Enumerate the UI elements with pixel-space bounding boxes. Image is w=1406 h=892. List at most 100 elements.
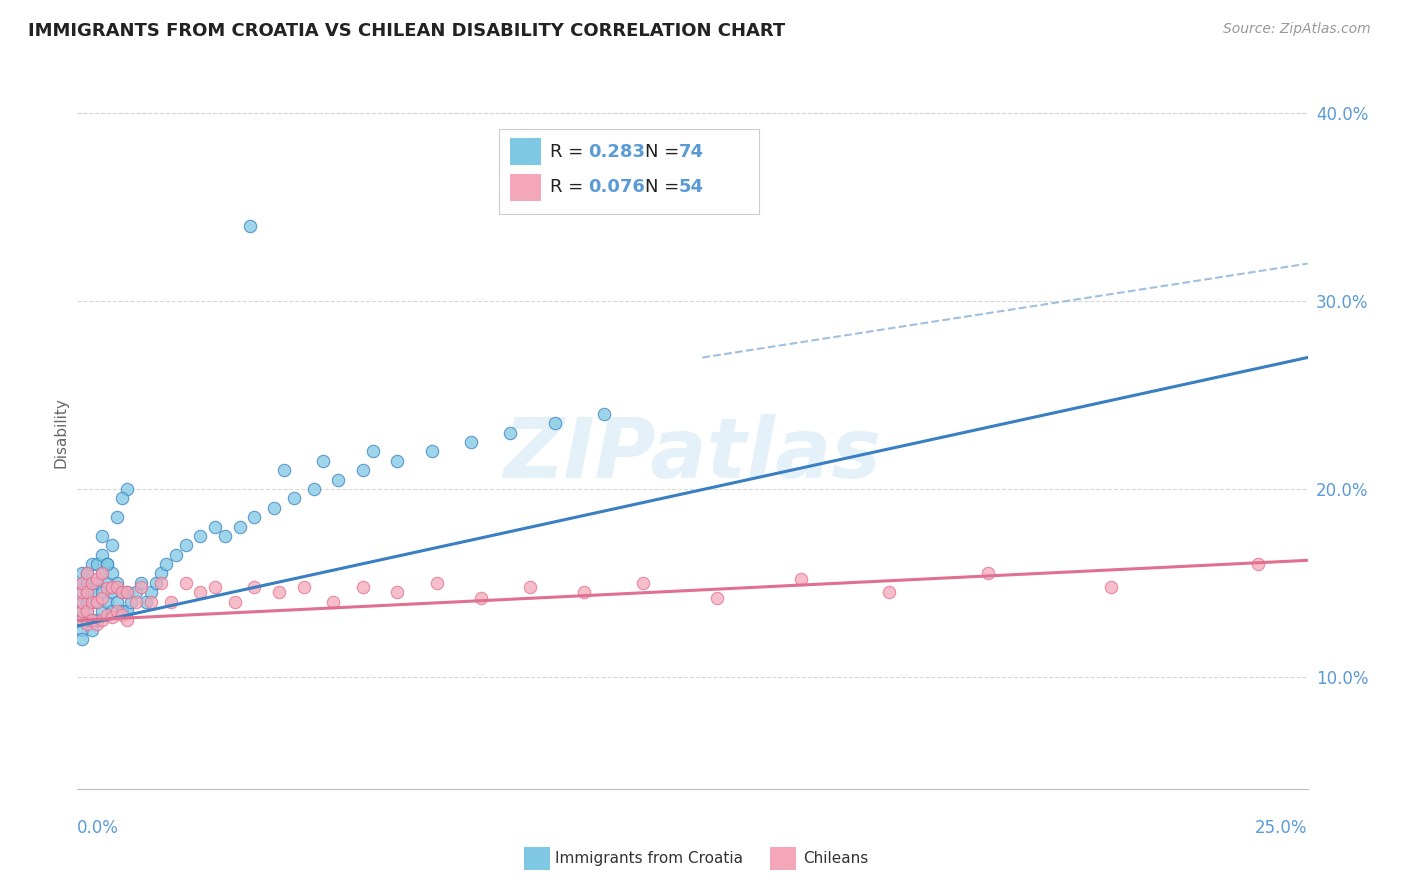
Point xyxy=(86,572,108,586)
Point xyxy=(70,614,93,628)
Point xyxy=(544,416,567,430)
Point xyxy=(243,580,266,594)
Point xyxy=(82,557,104,571)
Point xyxy=(633,575,655,590)
Point xyxy=(76,585,98,599)
Point xyxy=(86,557,108,571)
Point xyxy=(322,594,344,608)
Point xyxy=(145,575,167,590)
Point xyxy=(125,594,148,608)
Point xyxy=(82,614,104,628)
Point xyxy=(105,510,128,524)
Point xyxy=(292,580,315,594)
Text: Source: ZipAtlas.com: Source: ZipAtlas.com xyxy=(1223,22,1371,37)
Point xyxy=(1099,580,1122,594)
Point xyxy=(131,580,153,594)
Point xyxy=(115,585,138,599)
Point xyxy=(361,444,384,458)
Point xyxy=(76,604,98,618)
Point xyxy=(115,585,138,599)
Text: Chileans: Chileans xyxy=(803,851,868,865)
Point xyxy=(90,591,114,605)
Point xyxy=(70,585,93,599)
Point xyxy=(105,594,128,608)
Point xyxy=(115,482,138,496)
Point xyxy=(387,585,409,599)
Point xyxy=(70,575,93,590)
Point xyxy=(96,594,118,608)
Point xyxy=(214,529,236,543)
Point xyxy=(70,594,93,608)
Point xyxy=(101,538,124,552)
Point xyxy=(82,585,104,599)
Point xyxy=(879,585,901,599)
Point xyxy=(328,473,350,487)
Point xyxy=(141,585,163,599)
Point xyxy=(86,614,108,628)
Point xyxy=(101,604,124,618)
Point xyxy=(593,407,616,421)
Point xyxy=(283,491,305,506)
Point xyxy=(499,425,522,440)
Point xyxy=(519,580,541,594)
Point xyxy=(352,463,374,477)
Text: N =: N = xyxy=(645,178,685,196)
Text: ZIPatlas: ZIPatlas xyxy=(503,414,882,494)
Point xyxy=(204,580,226,594)
Point xyxy=(86,594,108,608)
Point xyxy=(111,585,132,599)
Point xyxy=(352,580,374,594)
Point xyxy=(76,585,98,599)
Point xyxy=(90,604,114,618)
Point xyxy=(82,623,104,637)
Point xyxy=(574,585,596,599)
Point xyxy=(82,575,104,590)
Point xyxy=(96,557,118,571)
Point xyxy=(76,566,98,581)
Point xyxy=(174,538,197,552)
Point xyxy=(90,529,114,543)
Point xyxy=(111,585,132,599)
Point xyxy=(190,529,212,543)
Text: Immigrants from Croatia: Immigrants from Croatia xyxy=(555,851,744,865)
Text: 0.283: 0.283 xyxy=(588,143,645,161)
Point xyxy=(224,594,246,608)
Point xyxy=(243,510,266,524)
Point xyxy=(70,575,93,590)
Point xyxy=(790,572,813,586)
Point xyxy=(70,623,93,637)
Text: 0.0%: 0.0% xyxy=(77,820,120,838)
Point xyxy=(470,591,492,605)
Point xyxy=(706,591,728,605)
Point xyxy=(239,219,262,233)
Text: 0.076: 0.076 xyxy=(588,178,644,196)
Point xyxy=(105,575,128,590)
Point xyxy=(105,604,128,618)
Point xyxy=(70,632,93,647)
Text: IMMIGRANTS FROM CROATIA VS CHILEAN DISABILITY CORRELATION CHART: IMMIGRANTS FROM CROATIA VS CHILEAN DISAB… xyxy=(28,22,786,40)
Text: R =: R = xyxy=(550,178,589,196)
Point xyxy=(76,594,98,608)
Point xyxy=(302,482,325,496)
Point xyxy=(190,585,212,599)
Point xyxy=(105,580,128,594)
Text: R =: R = xyxy=(550,143,589,161)
Point xyxy=(86,594,108,608)
Point xyxy=(76,566,98,581)
Point xyxy=(82,614,104,628)
Point xyxy=(387,454,409,468)
Point xyxy=(90,548,114,562)
Point xyxy=(426,575,449,590)
Point xyxy=(70,594,93,608)
Point xyxy=(121,594,143,608)
Point xyxy=(101,609,124,624)
Point xyxy=(115,614,138,628)
Point xyxy=(204,519,226,533)
Point xyxy=(263,500,285,515)
Point xyxy=(70,614,93,628)
Point xyxy=(420,444,443,458)
Point xyxy=(76,604,98,618)
Point xyxy=(76,617,98,632)
Point xyxy=(125,585,148,599)
Text: 25.0%: 25.0% xyxy=(1256,820,1308,838)
